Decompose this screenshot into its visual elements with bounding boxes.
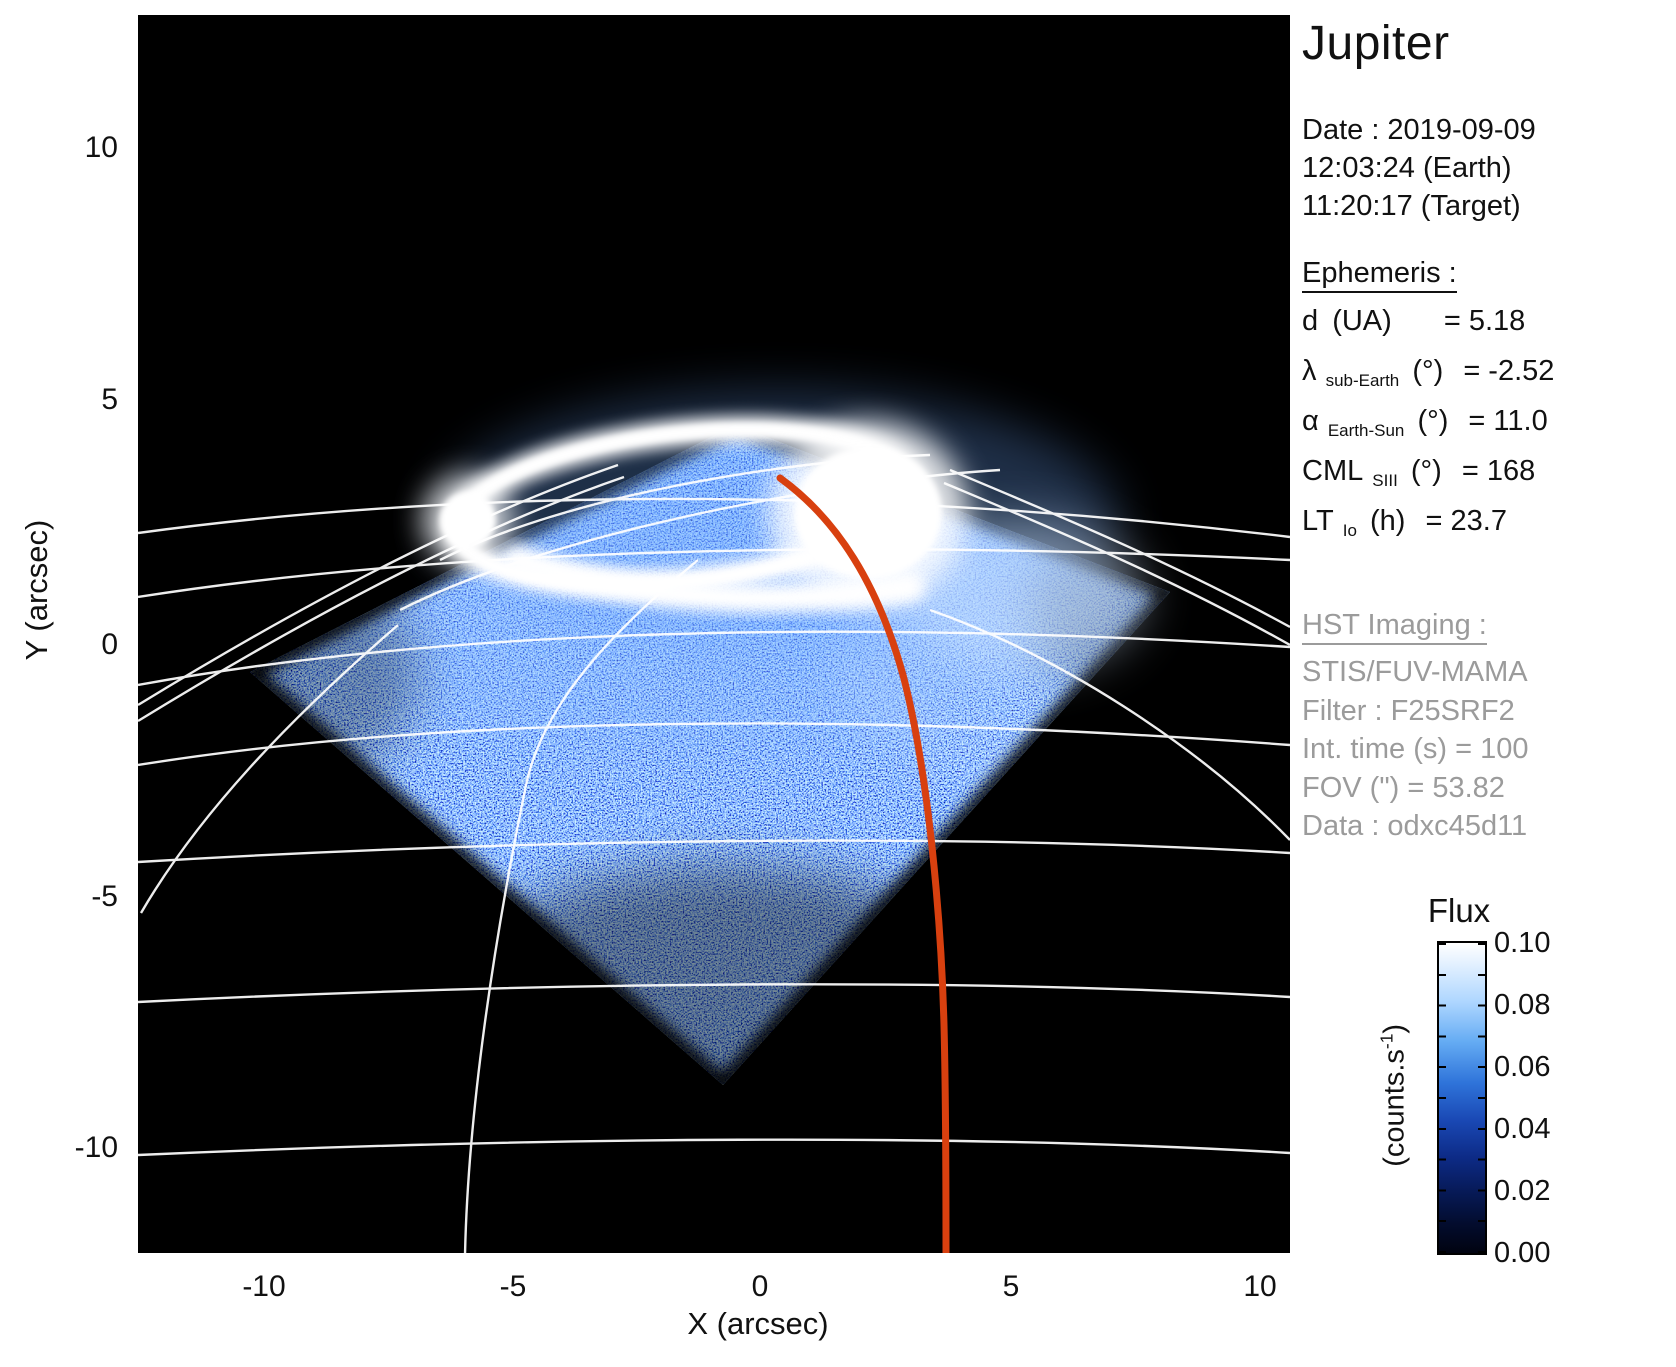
eph-symbol: LT	[1302, 505, 1334, 537]
colorbar-tick-label: 0.06	[1494, 1051, 1551, 1083]
eph-symbol: λ	[1302, 355, 1317, 387]
y-tick-label: -10	[74, 1131, 118, 1164]
eph-unit: (°)	[1417, 405, 1449, 437]
observation-block: Date : 2019-09-09 12:03:24 (Earth) 11:20…	[1302, 111, 1674, 225]
info-panel: Jupiter Date : 2019-09-09 12:03:24 (Eart…	[1302, 0, 1674, 846]
x-tick-label: -10	[242, 1270, 286, 1303]
flux-colorbar	[1437, 941, 1487, 1255]
hst-filter: Filter : F25SRF2	[1302, 694, 1515, 727]
y-axis-title: Y (arcsec)	[19, 519, 54, 661]
unit-prefix: (counts.s	[1378, 1049, 1411, 1167]
y-tick-label: 10	[84, 131, 118, 164]
eph-value: = 23.7	[1425, 505, 1507, 537]
unit-superscript: -1	[1376, 1033, 1397, 1050]
eph-unit: (UA)	[1332, 305, 1392, 337]
eph-value: = 11.0	[1468, 405, 1548, 437]
red-footprint-track	[776, 474, 950, 1253]
ephemeris-row-io-local-time: LT Io (h) = 23.7	[1302, 501, 1674, 551]
colorbar-tick-label: 0.00	[1494, 1237, 1551, 1269]
eph-subscript: Earth-Sun	[1327, 421, 1405, 440]
eph-subscript: SIII	[1372, 471, 1398, 490]
obs-date: Date : 2019-09-09	[1302, 114, 1536, 146]
x-tick-label: 5	[1002, 1270, 1020, 1303]
ephemeris-heading: Ephemeris :	[1302, 257, 1457, 293]
ephemeris-table: d (UA) = 5.18 λ sub-Earth (°) = -2.52 α …	[1302, 301, 1674, 551]
eph-value: = 168	[1461, 455, 1536, 487]
eph-subscript: Io	[1342, 521, 1357, 540]
eph-symbol: CML	[1302, 455, 1364, 487]
y-tick-label: -5	[91, 880, 118, 913]
ephemeris-row-distance: d (UA) = 5.18	[1302, 301, 1674, 351]
eph-unit: (°)	[1410, 455, 1442, 487]
x-axis-title: X (arcsec)	[687, 1306, 829, 1341]
colorbar-tick-label: 0.02	[1494, 1175, 1551, 1207]
colorbar-title: Flux	[1427, 892, 1491, 929]
ephemeris-row-subearth-lat: λ sub-Earth (°) = -2.52	[1302, 351, 1674, 401]
hst-imaging-heading: HST Imaging :	[1302, 609, 1487, 645]
fuv-image-plot	[138, 15, 1290, 1253]
obs-target-time: 11:20:17 (Target)	[1302, 190, 1521, 222]
eph-unit: (°)	[1412, 355, 1444, 387]
hst-data-id: Data : odxc45d11	[1302, 810, 1528, 842]
colorbar-tick-label: 0.08	[1494, 989, 1551, 1021]
ephemeris-row-phase-angle: α Earth-Sun (°) = 11.0	[1302, 401, 1674, 451]
hst-imaging-block: HST Imaging : STIS/FUV-MAMA Filter : F25…	[1302, 577, 1674, 846]
colorbar-unit-label: (counts.s-1)	[1377, 975, 1412, 1215]
hst-integration-time: Int. time (s) = 100	[1302, 733, 1529, 765]
eph-subscript: sub-Earth	[1325, 371, 1400, 390]
hst-fov: FOV (") = 53.82	[1302, 771, 1505, 804]
eph-value: = -2.52	[1463, 355, 1555, 387]
jupiter-fuv-rendering	[138, 15, 1290, 1253]
eph-symbol: α	[1302, 405, 1319, 437]
graticule	[138, 453, 1290, 1253]
obs-earth-time: 12:03:24 (Earth)	[1302, 152, 1512, 184]
unit-suffix: )	[1378, 1023, 1411, 1034]
y-tick-label: 5	[101, 383, 118, 416]
colorbar-tick-label: 0.04	[1494, 1113, 1551, 1145]
eph-unit: (h)	[1370, 505, 1406, 537]
eph-symbol: d	[1302, 305, 1319, 337]
target-title: Jupiter	[1302, 17, 1450, 70]
x-tick-label: -5	[499, 1270, 527, 1303]
eph-value: = 5.18	[1443, 305, 1526, 337]
x-tick-label: 10	[1243, 1270, 1277, 1303]
ephemeris-row-cml: CML SIII (°) = 168	[1302, 451, 1674, 501]
x-tick-label: 0	[751, 1270, 769, 1303]
y-tick-label: 0	[101, 628, 118, 661]
colorbar-tick-label: 0.10	[1494, 927, 1551, 959]
hst-instrument: STIS/FUV-MAMA	[1302, 656, 1528, 688]
